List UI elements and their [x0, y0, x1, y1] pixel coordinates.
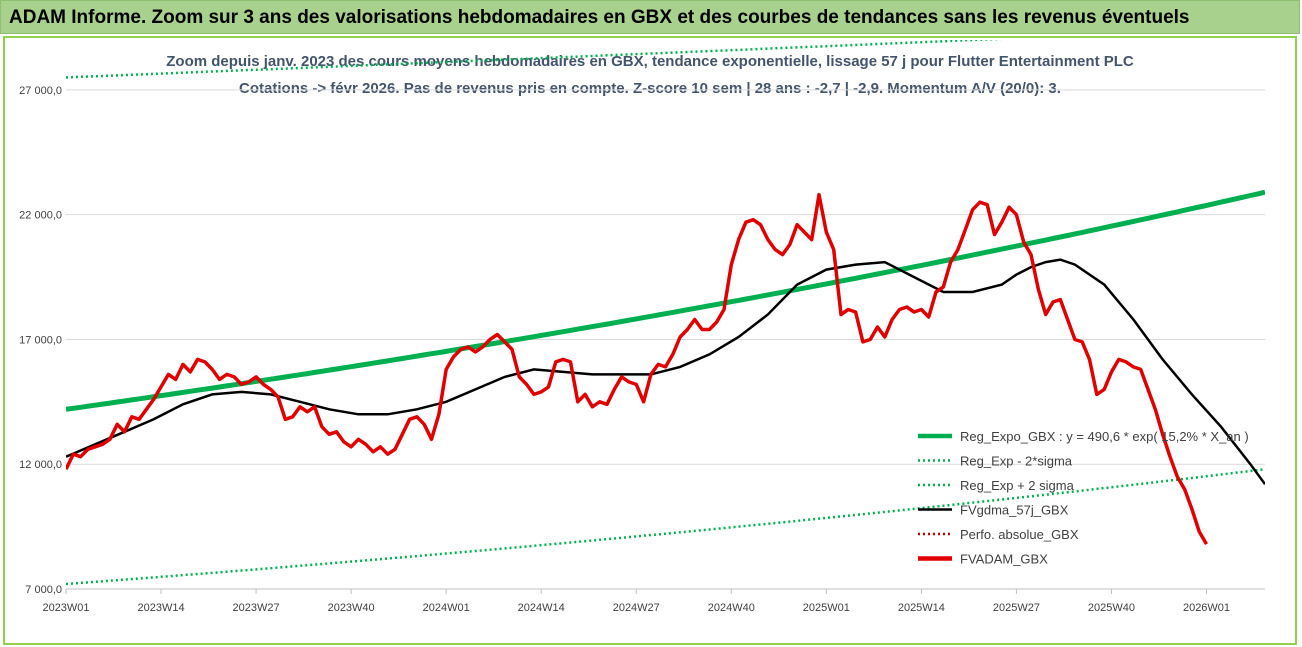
series-layer: [66, 40, 1265, 586]
y-tick-label: 7 000,0: [25, 584, 62, 596]
legend-label: Reg_Exp - 2*sigma: [960, 454, 1073, 469]
x-tick-label: 2024W40: [708, 602, 755, 614]
x-tick-label: 2023W14: [137, 602, 184, 614]
x-tick-label: 2026W01: [1183, 602, 1230, 614]
legend-label: Reg_Exp + 2 sigma: [960, 478, 1075, 493]
x-tick-label: 2024W27: [613, 602, 660, 614]
chart-subtitle-line1: Zoom depuis janv. 2023 des cours moyens …: [166, 53, 1134, 70]
x-tick-label: 2025W14: [898, 602, 945, 614]
legend-label: FVADAM_GBX: [960, 552, 1048, 567]
chart-subtitle-line2: Cotations -> févr 2026. Pas de revenus p…: [239, 80, 1061, 97]
x-tick-label: 2024W01: [423, 602, 470, 614]
series-fvgdma-57j: [66, 258, 1265, 485]
y-tick-label: 12 000,0: [19, 459, 62, 471]
legend-label: FVgdma_57j_GBX: [960, 503, 1069, 518]
y-tick-label: 17 000,0: [19, 334, 62, 346]
series-reg-plus-2sigma: [66, 40, 1004, 79]
series-reg-minus-2sigma: [66, 467, 1265, 586]
series-reg-expo: [66, 189, 1265, 412]
page-title: ADAM Informe. Zoom sur 3 ans des valoris…: [9, 7, 1190, 28]
series-fvadam: [66, 192, 1209, 545]
x-tick-label: 2024W14: [518, 602, 565, 614]
x-tick-label: 2023W27: [233, 602, 280, 614]
legend-label: Reg_Expo_GBX : y = 490,6 * exp( 15,2% * …: [960, 429, 1249, 444]
series-group: [66, 40, 1265, 586]
x-tick-label: 2025W40: [1088, 602, 1135, 614]
x-tick-label: 2023W40: [328, 602, 375, 614]
legend-label: Perfo. absolue_GBX: [960, 527, 1079, 542]
x-tick-label: 2023W01: [42, 602, 89, 614]
grid: [66, 89, 1265, 590]
y-tick-label: 27 000,0: [19, 85, 62, 97]
axes: 7 000,0 12 000,0 17 000,0 22 000,0 27 000,0 2…: [19, 85, 1265, 614]
legend: Reg_Expo_GBX : y = 490,6 * exp( 15,2% * …: [918, 429, 1249, 567]
x-tick-label: 2025W27: [993, 602, 1040, 614]
y-tick-label: 22 000,0: [19, 210, 62, 222]
header-banner: ADAM Informe. Zoom sur 3 ans des valoris…: [0, 0, 1300, 34]
x-tick-label: 2025W01: [803, 602, 850, 614]
